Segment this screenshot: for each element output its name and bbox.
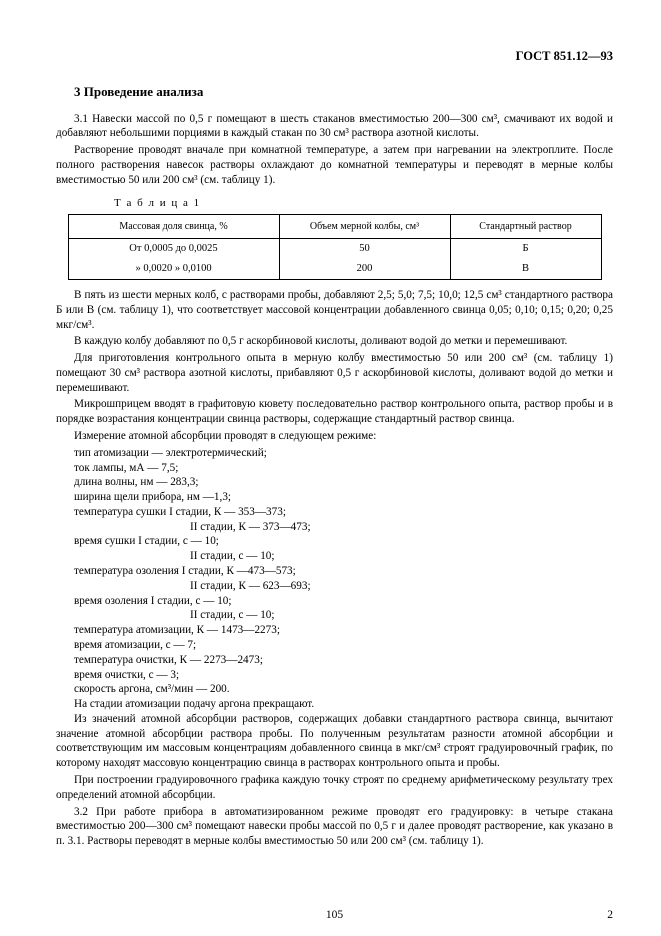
page-number-center: 105 xyxy=(326,908,343,923)
parameter-line: время очистки, с — 3; xyxy=(74,668,613,683)
table-header: Стандартный раствор xyxy=(450,215,601,239)
parameter-line: II стадии, с — 10; xyxy=(190,608,613,623)
parameter-line: ширина щели прибора, нм —1,3; xyxy=(74,490,613,505)
parameter-line: ток лампы, мА — 7,5; xyxy=(74,461,613,476)
table-cell: Б xyxy=(450,239,601,259)
parameter-line: длина волны, нм — 283,3; xyxy=(74,475,613,490)
paragraph: Измерение атомной абсорбции проводят в с… xyxy=(56,429,613,444)
paragraph: 3.2 При работе прибора в автоматизирован… xyxy=(56,805,613,849)
parameter-line: время озоления I стадии, с — 10; xyxy=(74,594,613,609)
paragraph: Растворение проводят вначале при комнатн… xyxy=(56,143,613,187)
parameter-line: температура сушки I стадии, К — 353—373; xyxy=(74,505,613,520)
paragraph: Из значений атомной абсорбции растворов,… xyxy=(56,712,613,771)
parameter-line: температура атомизации, К — 1473—2273; xyxy=(74,623,613,638)
parameter-line: скорость аргона, см³/мин — 200. xyxy=(74,682,613,697)
data-table: Массовая доля свинца, %Объем мерной колб… xyxy=(68,214,602,280)
paragraph: При построении градуировочного графика к… xyxy=(56,773,613,803)
document-id: ГОСТ 851.12—93 xyxy=(56,48,613,65)
parameter-line: тип атомизации — электротермический; xyxy=(74,446,613,461)
parameter-line: время сушки I стадии, с — 10; xyxy=(74,534,613,549)
parameter-list: тип атомизации — электротермический;ток … xyxy=(74,446,613,712)
paragraph: Микрошприцем вводят в графитовую кювету … xyxy=(56,397,613,427)
table-cell: От 0,0005 до 0,0025 xyxy=(68,239,279,259)
paragraph: Для приготовления контрольного опыта в м… xyxy=(56,351,613,395)
paragraph: 3.1 Навески массой по 0,5 г помещают в ш… xyxy=(56,112,613,142)
page-number-right: 2 xyxy=(607,908,613,923)
table-cell: » 0,0020 » 0,0100 xyxy=(68,259,279,279)
table-cell: 200 xyxy=(279,259,450,279)
parameter-line: На стадии атомизации подачу аргона прекр… xyxy=(74,697,613,712)
paragraph: В каждую колбу добавляют по 0,5 г аскорб… xyxy=(56,334,613,349)
table-header: Объем мерной колбы, см³ xyxy=(279,215,450,239)
parameter-line: II стадии, К — 623—693; xyxy=(190,579,613,594)
parameter-line: температура озоления I стадии, К —473—57… xyxy=(74,564,613,579)
table-caption: Т а б л и ц а 1 xyxy=(114,196,613,211)
table-cell: 50 xyxy=(279,239,450,259)
paragraph: В пять из шести мерных колб, с растворам… xyxy=(56,288,613,332)
section-title: 3 Проведение анализа xyxy=(74,83,613,100)
table-header: Массовая доля свинца, % xyxy=(68,215,279,239)
parameter-line: II стадии, с — 10; xyxy=(190,549,613,564)
table-row: От 0,0005 до 0,002550Б xyxy=(68,239,601,259)
parameter-line: II стадии, К — 373—473; xyxy=(190,520,613,535)
table-row: » 0,0020 » 0,0100200В xyxy=(68,259,601,279)
parameter-line: температура очистки, К — 2273—2473; xyxy=(74,653,613,668)
table-cell: В xyxy=(450,259,601,279)
parameter-line: время атомизации, с — 7; xyxy=(74,638,613,653)
